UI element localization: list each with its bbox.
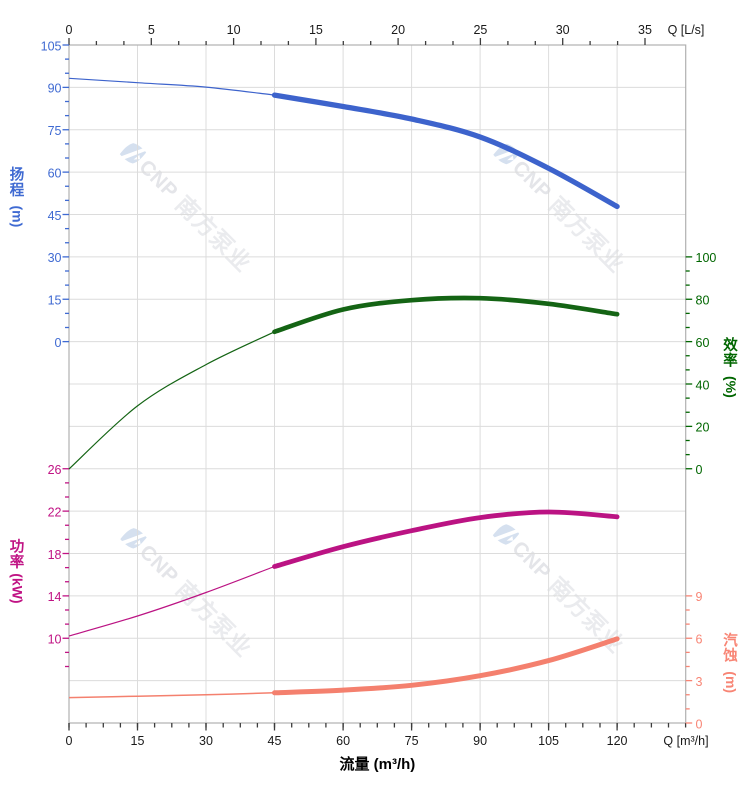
svg-text:75: 75 <box>405 734 419 748</box>
svg-text:90: 90 <box>473 734 487 748</box>
svg-text:90: 90 <box>48 82 62 96</box>
svg-text:14: 14 <box>48 590 62 604</box>
svg-text:流量 (m³/h): 流量 (m³/h) <box>339 755 415 773</box>
svg-text:6: 6 <box>696 633 703 647</box>
svg-text:40: 40 <box>696 378 710 392</box>
svg-text:率: 率 <box>10 553 25 571</box>
svg-text:0: 0 <box>66 23 73 37</box>
svg-text:汽: 汽 <box>723 631 738 649</box>
svg-text:35: 35 <box>638 23 652 37</box>
svg-text:20: 20 <box>391 23 405 37</box>
svg-text:程: 程 <box>10 182 25 199</box>
svg-text:Q [L/s]: Q [L/s] <box>668 23 705 37</box>
svg-text:30: 30 <box>199 734 213 748</box>
svg-text:60: 60 <box>696 336 710 350</box>
svg-text:0: 0 <box>696 463 703 477</box>
svg-text:22: 22 <box>48 505 62 519</box>
svg-text:0: 0 <box>55 336 62 350</box>
svg-text:30: 30 <box>556 23 570 37</box>
svg-text:0: 0 <box>66 734 73 748</box>
svg-text:(m): (m) <box>10 206 26 228</box>
svg-text:0: 0 <box>696 717 703 731</box>
svg-text:(m): (m) <box>723 671 739 693</box>
svg-text:率: 率 <box>723 351 738 369</box>
svg-text:60: 60 <box>48 166 62 180</box>
svg-text:120: 120 <box>607 734 628 748</box>
svg-text:60: 60 <box>336 734 350 748</box>
svg-text:75: 75 <box>48 124 62 138</box>
svg-text:20: 20 <box>696 421 710 435</box>
svg-text:效: 效 <box>723 336 738 354</box>
svg-text:(%): (%) <box>723 376 739 398</box>
svg-text:45: 45 <box>48 209 62 223</box>
svg-text:100: 100 <box>696 251 717 265</box>
svg-text:5: 5 <box>148 23 155 37</box>
svg-text:3: 3 <box>696 675 703 689</box>
svg-text:30: 30 <box>48 251 62 265</box>
svg-text:Q [m³/h]: Q [m³/h] <box>663 734 708 748</box>
svg-text:26: 26 <box>48 463 62 477</box>
svg-text:15: 15 <box>309 23 323 37</box>
svg-text:9: 9 <box>696 590 703 604</box>
svg-text:25: 25 <box>473 23 487 37</box>
svg-text:15: 15 <box>48 294 62 308</box>
svg-text:蚀: 蚀 <box>722 647 738 665</box>
svg-text:(kW): (kW) <box>10 573 26 603</box>
svg-text:45: 45 <box>268 734 282 748</box>
svg-text:10: 10 <box>227 23 241 37</box>
svg-text:18: 18 <box>48 548 62 562</box>
svg-text:105: 105 <box>538 734 559 748</box>
svg-text:80: 80 <box>696 294 710 308</box>
svg-text:扬: 扬 <box>10 166 25 184</box>
svg-text:10: 10 <box>48 633 62 647</box>
svg-text:105: 105 <box>41 39 62 53</box>
svg-text:15: 15 <box>131 734 145 748</box>
svg-text:功: 功 <box>10 539 25 556</box>
